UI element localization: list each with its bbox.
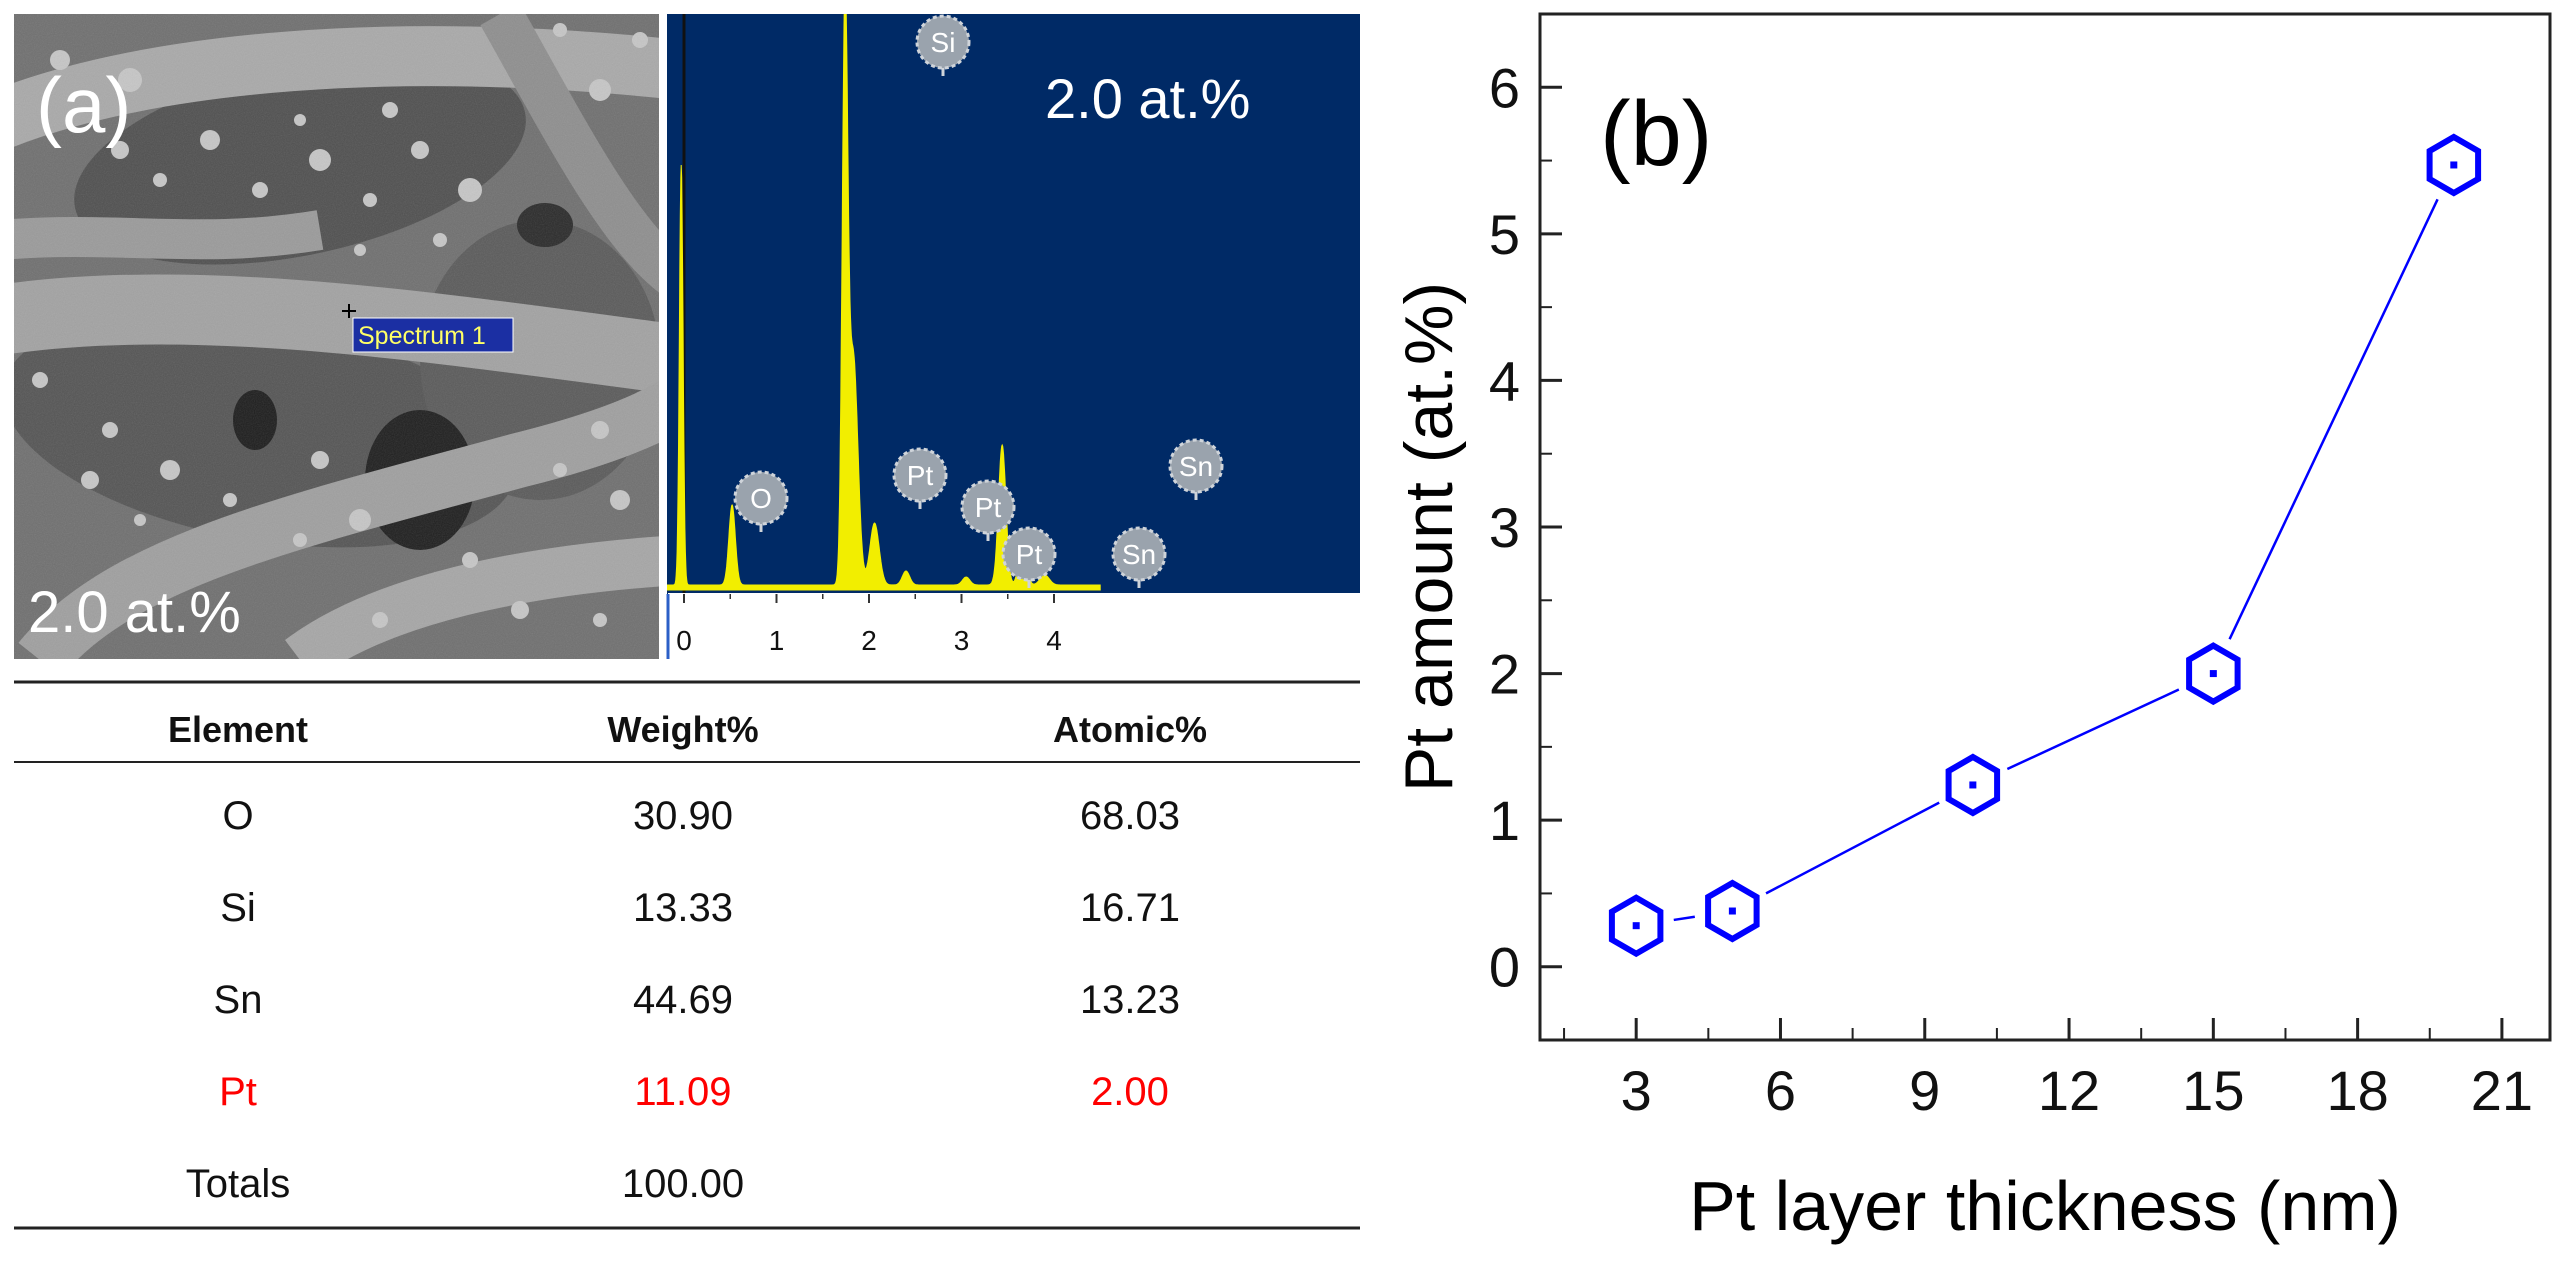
data-point [1705, 879, 1760, 943]
table-row: Sn 44.69 13.23 [214, 978, 1181, 1022]
sem-micrograph [14, 14, 659, 659]
table-cell-weight: 11.09 [634, 1070, 731, 1114]
eds-peak-badge-sn: Sn [1111, 526, 1167, 588]
sem-image-label: 2.0 at.% [28, 580, 241, 645]
panel-b-label: (b) [1600, 83, 1712, 185]
y-axis-title: Pt amount (at.%) [1391, 282, 1467, 792]
eds-peak-label: Pt [907, 460, 934, 491]
x-axis-title: Pt layer thickness (nm) [1689, 1167, 2401, 1245]
eds-peak-label: Si [931, 27, 956, 58]
series-line-segment [1765, 801, 1940, 895]
y-tick-label: 3 [1489, 496, 1520, 559]
eds-peak-label: Pt [1016, 539, 1043, 570]
eds-peak-label: Sn [1122, 539, 1156, 570]
marker-center-dot [1969, 781, 1977, 789]
table-row: Totals 100.00 [186, 1162, 744, 1206]
eds-peak-badge-si: Si [915, 14, 971, 76]
y-tick-label: 1 [1489, 789, 1520, 852]
y-tick-label: 6 [1489, 56, 1520, 119]
eds-x-tick-label: 1 [769, 625, 785, 656]
x-tick-label: 15 [2182, 1059, 2244, 1122]
eds-peak-badge-pt: Pt [892, 447, 948, 509]
series-line-segment [2006, 688, 2180, 771]
eds-peak-label: Sn [1179, 451, 1213, 482]
x-tick-label: 6 [1765, 1059, 1796, 1122]
eds-peak-badge-sn: Sn [1168, 438, 1224, 500]
table-cell-atomic: 16.71 [1080, 886, 1180, 930]
eds-x-tick-label: 4 [1046, 625, 1062, 656]
eds-spectrum-label: 2.0 at.% [1045, 67, 1250, 130]
composition-table: Element Weight% Atomic% O 30.90 68.03 Si 13.33… [14, 680, 1360, 1230]
table-row: O 30.90 68.03 [222, 794, 1180, 838]
eds-x-tick-label: 3 [954, 625, 970, 656]
panel-a-label: (a) [36, 61, 131, 149]
y-tick-label: 0 [1489, 936, 1520, 999]
x-tick-label: 12 [2038, 1059, 2100, 1122]
eds-peak-badge-pt: Pt [1001, 526, 1057, 588]
series-line-segment [1673, 915, 1696, 922]
x-tick-label: 21 [2471, 1059, 2533, 1122]
x-tick-label: 18 [2326, 1059, 2388, 1122]
table-cell-weight: 100.00 [622, 1162, 744, 1206]
table-header: Atomic% [1053, 709, 1207, 750]
table-cell-atomic: 2.00 [1091, 1070, 1169, 1114]
eds-peak-badge-pt: Pt [960, 479, 1016, 541]
spectrum-marker-label: Spectrum 1 [358, 322, 486, 350]
table-cell-element: Pt [219, 1070, 257, 1114]
table-cell-element: Sn [214, 978, 263, 1022]
table-cell-element: O [222, 794, 253, 838]
eds-peak-label: O [750, 483, 772, 514]
table-cell-atomic: 68.03 [1080, 794, 1180, 838]
marker-center-dot [1632, 922, 1640, 930]
table-cell-element: Si [220, 886, 256, 930]
table-row: Si 13.33 16.71 [220, 886, 1180, 930]
table-header: Weight% [607, 709, 758, 750]
series-line-segment [2228, 198, 2439, 640]
y-tick-label: 5 [1489, 203, 1520, 266]
table-cell-weight: 30.90 [633, 794, 733, 838]
x-tick-label: 9 [1909, 1059, 1940, 1122]
x-tick-label: 3 [1621, 1059, 1652, 1122]
data-point [2426, 133, 2482, 197]
eds-peak-label: Pt [975, 492, 1002, 523]
eds-x-tick-label: 2 [861, 625, 877, 656]
eds-spectrum: 0 1 2 3 4 Si O Pt Pt Pt Sn Sn 2.0 at.% [666, 14, 1360, 659]
table-cell-weight: 13.33 [633, 886, 733, 930]
data-point [2186, 642, 2241, 706]
table-header: Element [168, 709, 308, 750]
eds-x-tick-label: 0 [676, 625, 692, 656]
table-row: Pt 11.09 2.00 [219, 1070, 1169, 1114]
y-tick-label: 2 [1489, 643, 1520, 706]
marker-center-dot [1728, 907, 1736, 915]
marker-center-dot [2450, 161, 2458, 169]
eds-peak-badge-o: O [733, 470, 789, 532]
table-cell-atomic: 13.23 [1080, 978, 1180, 1022]
spectrum-marker: Spectrum 1 [342, 304, 514, 353]
table-cell-weight: 44.69 [633, 978, 733, 1022]
table-cell-element: Totals [186, 1162, 291, 1206]
data-point [1608, 894, 1664, 958]
data-point [1945, 753, 2001, 817]
y-tick-label: 4 [1489, 349, 1520, 412]
marker-center-dot [2209, 670, 2217, 678]
